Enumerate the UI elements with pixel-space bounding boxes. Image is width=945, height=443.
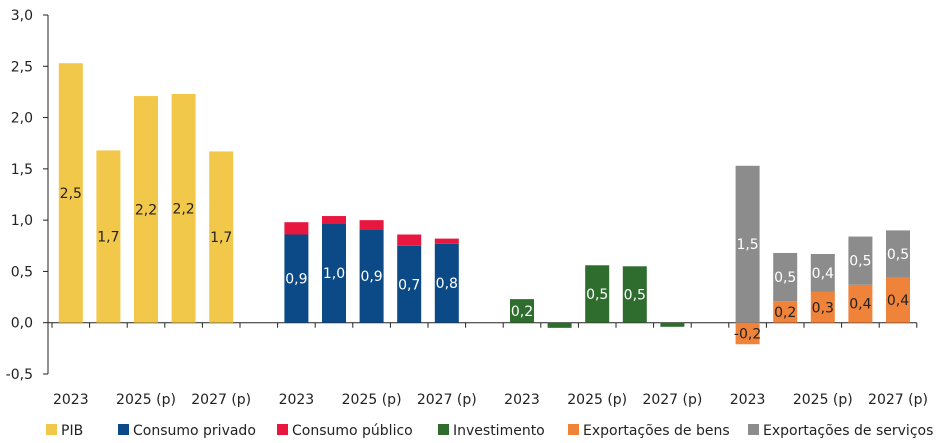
- data-label: 0,8: [436, 276, 458, 292]
- bar-consumo_publico: [434, 238, 459, 244]
- bar-investimento: [510, 299, 534, 323]
- data-label: 0,5: [774, 270, 796, 286]
- legend-swatch-exportacoes_servicos: [748, 424, 759, 435]
- data-label: 0,5: [586, 287, 608, 303]
- bar-consumo_privado: [397, 245, 422, 323]
- bar-exportacoes_servicos: [848, 236, 873, 285]
- bar-exportacoes_servicos: [810, 253, 835, 292]
- data-label: 0,4: [849, 297, 871, 313]
- bar-pib: [96, 150, 121, 323]
- data-label: 1,7: [210, 230, 232, 246]
- x-tick-label: 2025 (p): [793, 392, 853, 408]
- bar-consumo_publico: [322, 216, 346, 224]
- y-tick-label: 3,0: [11, 8, 33, 24]
- legend-swatch-pib: [46, 424, 57, 435]
- data-label: 0,5: [849, 254, 871, 270]
- bar-exportacoes_bens: [810, 291, 835, 323]
- bar-pib: [171, 93, 196, 323]
- bar-consumo_privado: [359, 229, 384, 323]
- legend-label-exportacoes_bens: Exportações de bens: [583, 423, 730, 439]
- bar-consumo_privado: [322, 223, 346, 323]
- data-label: 2,2: [172, 201, 194, 217]
- data-label: 0,5: [887, 247, 909, 263]
- bar-investimento: [585, 265, 610, 323]
- data-label: 0,9: [285, 272, 307, 288]
- data-label: 0,2: [774, 305, 796, 321]
- legend-swatch-consumo_privado: [118, 424, 129, 435]
- y-tick-label: 1,0: [11, 213, 33, 229]
- x-tick-label: 2023: [730, 392, 766, 408]
- bar-exportacoes_servicos: [886, 230, 910, 278]
- bar-consumo_privado: [284, 234, 309, 323]
- legend-label-exportacoes_servicos: Exportações de serviços: [763, 423, 933, 439]
- bar-exportacoes_servicos: [773, 252, 798, 302]
- x-tick-label: 2023: [53, 392, 89, 408]
- legend-label-investimento: Investimento: [453, 423, 545, 439]
- bar-exportacoes_servicos: [735, 165, 760, 323]
- x-tick-label: 2027 (p): [191, 392, 251, 408]
- bar-investimento: [660, 322, 685, 327]
- y-tick-label: 0,5: [11, 264, 33, 280]
- x-tick-label: 2023: [279, 392, 315, 408]
- bar-pib: [58, 63, 83, 323]
- bar-exportacoes_bens: [848, 284, 873, 323]
- data-label: 0,4: [887, 293, 909, 309]
- x-tick-label: 2025 (p): [116, 392, 176, 408]
- data-label: 0,4: [812, 266, 834, 282]
- bar-exportacoes_bens: [773, 301, 798, 323]
- bar-consumo_publico: [397, 234, 422, 246]
- x-axis: [48, 322, 918, 328]
- x-tick-label: 2025 (p): [342, 392, 402, 408]
- data-labels: 2,5 1,7 2,2 2,2 1,7 0,9 1,0 0,9 0,7 0,8 0,2 0,5 0,5 -…: [60, 186, 910, 343]
- bar-consumo_publico: [284, 222, 309, 235]
- data-label: 0,3: [812, 300, 834, 316]
- bar-exportacoes_bens: [735, 322, 760, 345]
- data-label: 0,9: [360, 269, 382, 285]
- legend-swatch-exportacoes_bens: [568, 424, 579, 435]
- data-label: 1,7: [97, 230, 119, 246]
- y-tick-label: 1,5: [11, 162, 33, 178]
- data-label: 1,5: [736, 237, 758, 253]
- x-tick-label: 2023: [504, 392, 540, 408]
- bar-investimento: [547, 322, 572, 328]
- legend: PIB Consumo privado Consumo público Investi…: [46, 423, 933, 439]
- data-label: 2,2: [135, 202, 157, 218]
- x-tick-label: 2027 (p): [868, 392, 928, 408]
- y-tick-label: 2,0: [11, 111, 33, 127]
- x-tick-label: 2027 (p): [642, 392, 702, 408]
- legend-label-consumo_privado: Consumo privado: [133, 423, 256, 439]
- x-tick-label: 2025 (p): [567, 392, 627, 408]
- bar-exportacoes_bens: [886, 277, 910, 323]
- bar-pib: [134, 96, 158, 323]
- bar-investimento: [622, 266, 647, 323]
- x-axis-labels: 2023 2025 (p) 2027 (p) 2023 2025 (p) 2027 (p)…: [53, 392, 928, 408]
- y-axis: -0,5 0,0 0,5 1,0 1,5 2,0 2,5 3,0: [6, 8, 49, 383]
- data-label: 2,5: [60, 186, 82, 202]
- data-label: 0,7: [398, 277, 420, 293]
- bar-pib: [209, 151, 234, 323]
- legend-swatch-investimento: [438, 424, 449, 435]
- x-tick-label: 2027 (p): [417, 392, 477, 408]
- legend-label-consumo_publico: Consumo público: [292, 423, 413, 439]
- data-label: 0,2: [511, 304, 533, 320]
- data-label: -0,2: [734, 326, 761, 342]
- data-label: 1,0: [323, 266, 345, 282]
- data-label: 0,5: [624, 288, 646, 304]
- legend-swatch-consumo_publico: [277, 424, 288, 435]
- bars: [58, 63, 910, 345]
- y-tick-label: -0,5: [6, 367, 33, 383]
- bar-consumo_privado: [434, 243, 459, 323]
- y-tick-label: 0,0: [11, 316, 33, 332]
- legend-label-pib: PIB: [61, 423, 83, 439]
- y-tick-label: 2,5: [11, 59, 33, 75]
- bar-consumo_publico: [359, 220, 384, 230]
